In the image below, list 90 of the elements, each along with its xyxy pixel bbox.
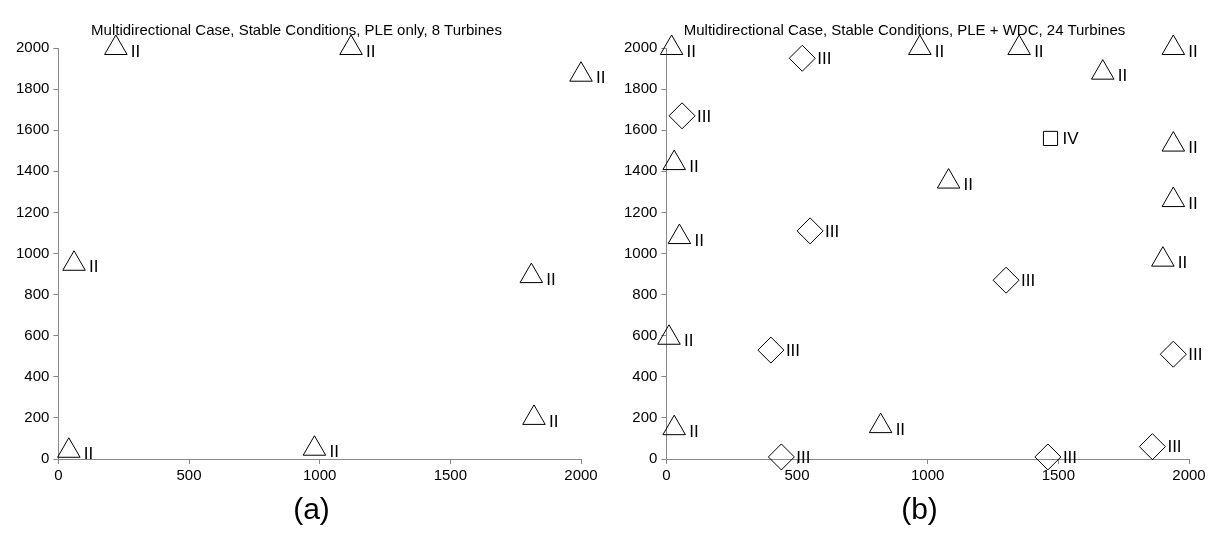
y-tick-label: 1200 — [623, 202, 658, 220]
y-tick-label: 0 — [41, 449, 50, 467]
point — [57, 437, 81, 458]
x-tick-label: 0 — [54, 466, 63, 484]
x-tick-label: 2000 — [1172, 466, 1206, 484]
point — [1161, 34, 1186, 55]
text: II — [1188, 41, 1198, 61]
point — [667, 223, 692, 245]
y-tick-label: 1600 — [15, 120, 50, 138]
text: II — [895, 419, 906, 439]
point — [662, 149, 686, 171]
y-tick-label: 1200 — [15, 202, 50, 220]
text: III — [1167, 437, 1182, 457]
text: II — [686, 41, 697, 61]
y-tick-label: 0 — [649, 449, 658, 467]
series-label: III — [817, 48, 832, 68]
point — [62, 250, 86, 271]
x-tick-label: 1500 — [1041, 466, 1076, 484]
x-tick-label: 0 — [662, 466, 671, 484]
text: II — [548, 411, 559, 431]
y-tick-label: 2000 — [15, 38, 50, 56]
text: III — [825, 221, 840, 241]
x-tick-label: 1000 — [911, 466, 945, 484]
series-label: II — [694, 230, 704, 250]
y-tick-label: 800 — [632, 284, 658, 302]
text: III — [1062, 447, 1078, 467]
series-label: IV — [1062, 129, 1080, 149]
y-tick-label: 1000 — [15, 243, 50, 261]
text: II — [963, 175, 974, 195]
point — [569, 61, 593, 82]
text: II — [1188, 138, 1198, 158]
text: III — [796, 447, 811, 467]
point — [767, 443, 795, 471]
text: II — [130, 41, 141, 61]
chart-title: Multidirectional Case, Stable Conditions, PLE + WDC, 24 Turbines — [683, 21, 1126, 39]
y-tick-label: 1800 — [623, 79, 658, 97]
point — [936, 168, 961, 189]
text: II — [1034, 41, 1044, 61]
text: II — [689, 421, 699, 441]
text: III — [1188, 344, 1203, 364]
text: II — [329, 442, 339, 462]
series-label: II — [83, 444, 94, 464]
y-tick-label: 1400 — [15, 161, 50, 179]
y-tick-label: 200 — [24, 408, 50, 426]
point — [519, 262, 544, 284]
text: II — [689, 156, 699, 176]
point — [659, 34, 684, 55]
y-tick-label: 2000 — [623, 38, 658, 56]
text: II — [596, 68, 606, 88]
text: III — [785, 340, 801, 360]
text: III — [1021, 270, 1036, 290]
point — [1138, 433, 1166, 461]
point — [1161, 131, 1186, 152]
point — [1034, 443, 1062, 471]
chart-title: Multidirectional Case, Stable Conditions, PLE only, 8 Turbines — [91, 21, 502, 39]
text: (b) — [900, 492, 939, 526]
y-tick-label: 800 — [24, 284, 50, 302]
text: II — [89, 257, 99, 277]
point — [757, 336, 785, 364]
y-tick-label: 1400 — [623, 161, 658, 179]
y-tick-label: 600 — [632, 325, 658, 343]
x-tick-label: 500 — [176, 466, 202, 484]
text: II — [366, 41, 376, 61]
point — [1151, 246, 1175, 267]
text: II — [683, 331, 694, 351]
point — [1161, 186, 1186, 208]
point — [1159, 340, 1187, 368]
y-tick-label: 600 — [24, 325, 50, 343]
point — [522, 404, 546, 425]
text: II — [1117, 66, 1128, 86]
point — [1091, 59, 1115, 80]
point — [302, 435, 327, 456]
x-tick-label: 500 — [784, 466, 810, 484]
text: II — [1188, 193, 1198, 213]
text: (a) — [292, 492, 331, 526]
y-tick-label: 1800 — [15, 79, 50, 97]
text: II — [934, 41, 945, 61]
text: II — [546, 269, 556, 289]
point — [992, 266, 1020, 294]
x-tick-label: 2000 — [564, 466, 598, 484]
y-tick-label: 400 — [24, 366, 50, 384]
y-tick-label: 200 — [632, 408, 658, 426]
point — [104, 34, 128, 55]
x-tick-label: 1500 — [433, 466, 468, 484]
y-tick-label: 400 — [632, 366, 658, 384]
text: III — [697, 106, 712, 126]
y-tick-label: 1000 — [623, 243, 658, 261]
text: II — [1177, 253, 1188, 273]
y-tick-label: 1600 — [623, 120, 658, 138]
x-tick-label: 1000 — [303, 466, 337, 484]
